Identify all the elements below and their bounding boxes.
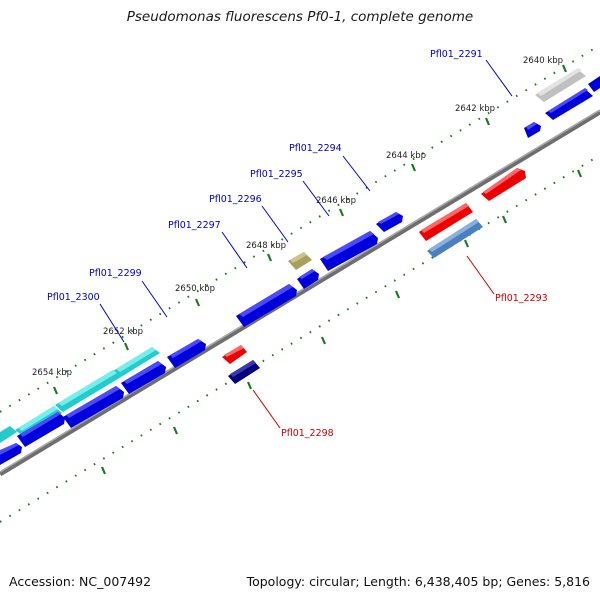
genome-backbone	[0, 109, 600, 477]
gene-pfl01-2291-arrow	[524, 122, 541, 138]
accession-info: Accession: NC_007492	[9, 574, 151, 589]
gene-pfl01-2294	[376, 212, 403, 232]
outer-tick-ring	[0, 44, 600, 413]
inner-major-ticks	[100, 169, 583, 475]
genes-label: Genes:	[506, 574, 551, 589]
topology-label: Topology:	[246, 574, 306, 589]
gene-label-pfl01-2295: Pfl01_2295	[250, 169, 303, 180]
gene-label-pfl01-2300: Pfl01_2300	[47, 292, 100, 303]
leader-line	[252, 389, 281, 429]
genome-backbone-highlight	[0, 109, 600, 473]
leader-line	[261, 205, 289, 243]
forward-genes-lower-left	[0, 361, 166, 465]
rna-genes	[0, 347, 160, 443]
kbp-label: 2648 kbp	[246, 241, 286, 251]
length-value: 6,438,405 bp	[414, 574, 499, 589]
gene-forward-top-right	[545, 76, 600, 120]
gene-label-pfl01-2296: Pfl01_2296	[209, 194, 262, 205]
gene-pfl01-2298-navy	[228, 360, 260, 384]
kbp-label: 2650 kbp	[175, 284, 215, 294]
kbp-label: 2654 kbp	[32, 368, 72, 378]
gene-label-pfl01-2298: Pfl01_2298	[281, 428, 334, 439]
leader-line	[221, 231, 248, 269]
inner-tick-ring	[0, 154, 600, 523]
gene-label-pfl01-2293: Pfl01_2293	[495, 293, 548, 304]
length-label: Length:	[363, 574, 411, 589]
reverse-genes	[222, 168, 526, 384]
gene-pfl01-2300	[167, 339, 206, 368]
outer-major-ticks	[52, 64, 568, 395]
gene-2290-gray	[535, 68, 586, 102]
kbp-label: 2646 kbp	[316, 196, 356, 206]
genome-summary: Topology: circular; Length: 6,438,405 bp…	[246, 574, 590, 589]
map-title: Pseudomonas fluorescens Pf0-1, complete …	[126, 9, 474, 25]
gene-pfl01-2298-red	[222, 345, 247, 364]
gene-pfl01-2295	[320, 231, 378, 271]
leader-line	[99, 303, 125, 343]
forward-genes	[0, 68, 600, 465]
kbp-label: 2640 kbp	[523, 56, 563, 66]
gene-label-pfl01-2294: Pfl01_2294	[289, 143, 342, 154]
gene-label-pfl01-2299: Pfl01_2299	[89, 268, 142, 279]
leader-line	[141, 280, 168, 318]
gene-pfl01-2297	[297, 269, 319, 289]
gene-label-pfl01-2297: Pfl01_2297	[168, 220, 221, 231]
genes-value: 5,816	[554, 574, 590, 589]
leader-line	[342, 155, 371, 192]
topology-value: circular	[309, 574, 356, 589]
kbp-label: 2642 kbp	[455, 104, 495, 114]
kbp-label: 2652 kbp	[103, 327, 143, 337]
kbp-label: 2644 kbp	[386, 151, 426, 161]
leader-line	[485, 59, 513, 97]
gene-label-pfl01-2291: Pfl01_2291	[430, 49, 483, 60]
gene-pfl01-2293	[419, 168, 526, 241]
accession-value: NC_007492	[79, 574, 152, 589]
gene-pfl01-2296	[288, 252, 312, 270]
leader-line	[302, 180, 330, 217]
gene-steel-blue	[427, 219, 483, 258]
leader-line	[466, 255, 495, 295]
accession-label: Accession:	[9, 574, 76, 589]
gene-pfl01-2299	[236, 284, 297, 327]
